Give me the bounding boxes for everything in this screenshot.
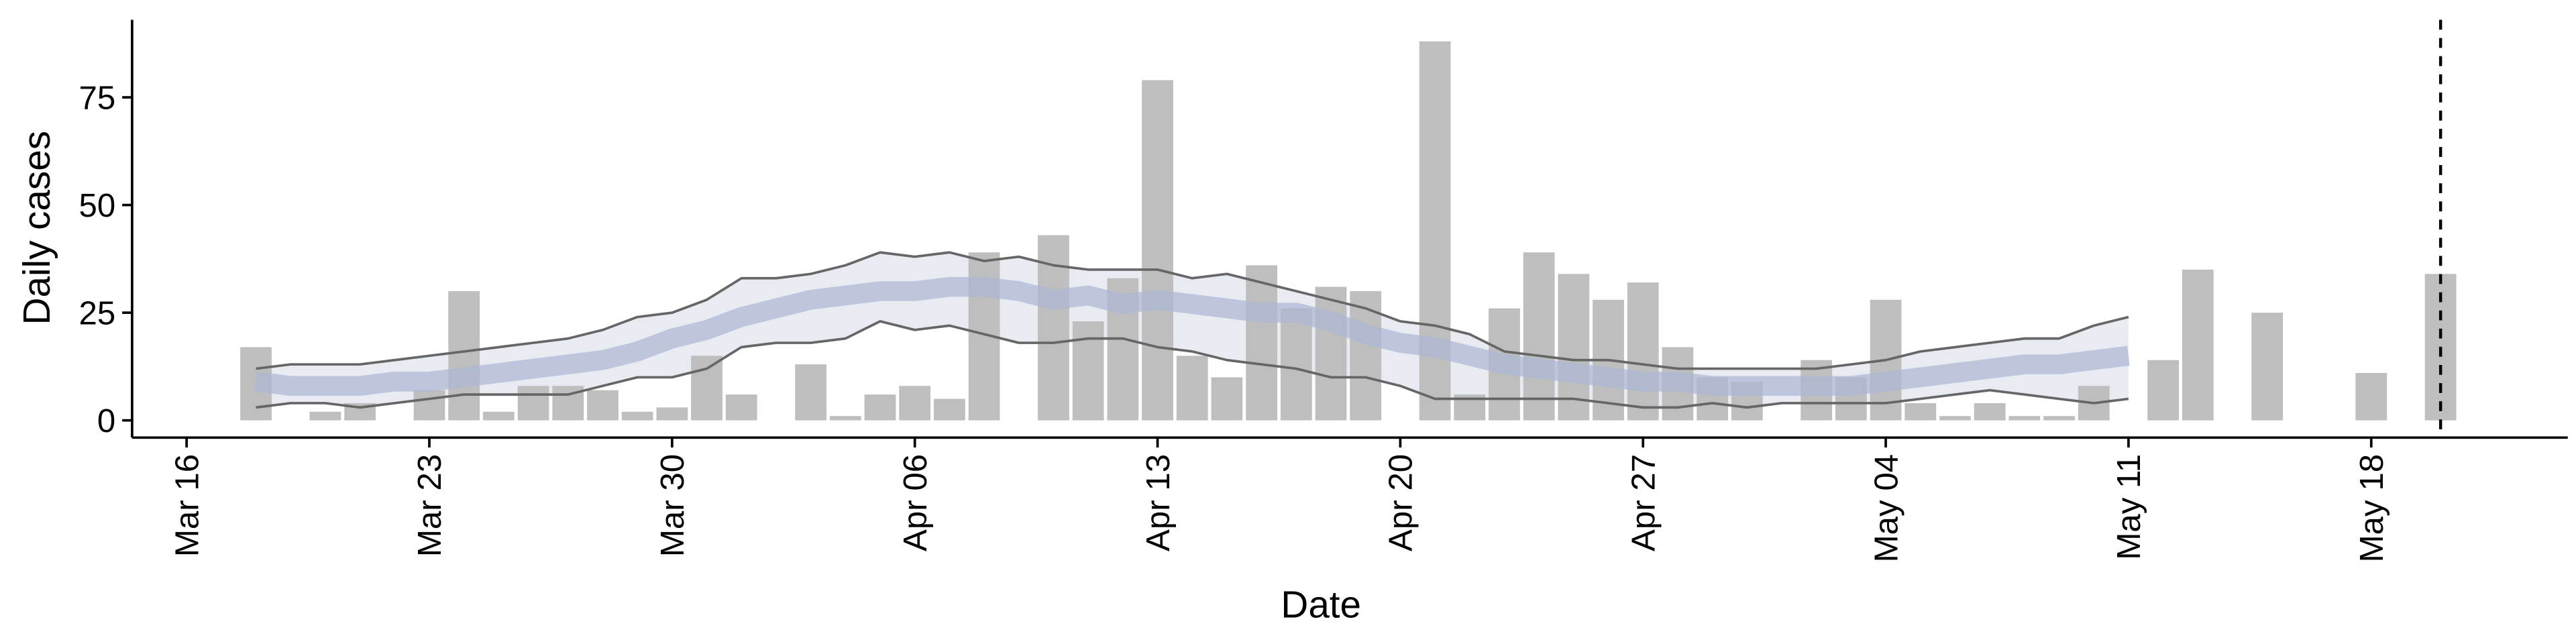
bar — [1558, 274, 1590, 421]
y-tick-label: 75 — [79, 79, 116, 116]
bar — [517, 386, 549, 421]
x-tick-label: May 04 — [1868, 454, 1904, 562]
bar — [309, 411, 341, 421]
median-band — [254, 276, 2130, 396]
x-tick-label: Apr 06 — [897, 454, 934, 551]
bar — [413, 390, 445, 421]
x-tick-label: Apr 20 — [1383, 454, 1419, 551]
bar — [1350, 291, 1382, 421]
y-tick-label: 0 — [97, 402, 115, 439]
bar — [483, 411, 515, 421]
bar — [2182, 269, 2214, 421]
x-tick-label: Mar 16 — [168, 454, 205, 557]
bar — [1627, 282, 1659, 421]
bar — [1072, 321, 1104, 421]
bar — [691, 356, 722, 421]
bar — [1523, 252, 1555, 421]
bar — [2147, 360, 2179, 421]
bar — [2355, 373, 2387, 421]
upper-line — [256, 251, 2129, 370]
bar — [795, 364, 826, 421]
bar — [1939, 416, 1971, 421]
x-tick-label: May 18 — [2353, 454, 2390, 562]
bar — [448, 291, 480, 421]
x-tick-label: Mar 23 — [411, 454, 448, 557]
bar — [2008, 416, 2041, 421]
bar — [864, 394, 896, 421]
bar — [1419, 41, 1451, 421]
bar — [899, 386, 931, 421]
bar — [1142, 80, 1173, 421]
bar — [1904, 402, 1937, 421]
bar — [2043, 416, 2075, 421]
interval-ribbon — [256, 252, 2129, 408]
bar — [1280, 308, 1312, 421]
bar — [1176, 356, 1208, 421]
bar — [1974, 402, 2006, 421]
x-tick-label: Apr 27 — [1625, 454, 1662, 551]
x-tick-label: Mar 30 — [654, 454, 691, 557]
x-axis-label: Date — [1281, 584, 1361, 626]
y-tick-label: 50 — [79, 187, 116, 224]
bar — [725, 394, 757, 421]
x-tick-label: May 11 — [2110, 454, 2147, 560]
bar — [656, 407, 688, 421]
bar — [2251, 313, 2284, 421]
lower-line — [256, 320, 2129, 409]
bar — [1211, 377, 1243, 421]
bar — [621, 411, 653, 421]
y-tick-label: 25 — [79, 294, 116, 331]
bar — [1246, 265, 1277, 421]
bar — [934, 398, 965, 421]
bar — [829, 416, 861, 421]
bar — [587, 390, 619, 421]
bar — [1315, 286, 1347, 421]
y-axis-label: Daily cases — [15, 131, 58, 325]
x-tick-label: Apr 13 — [1140, 454, 1177, 551]
